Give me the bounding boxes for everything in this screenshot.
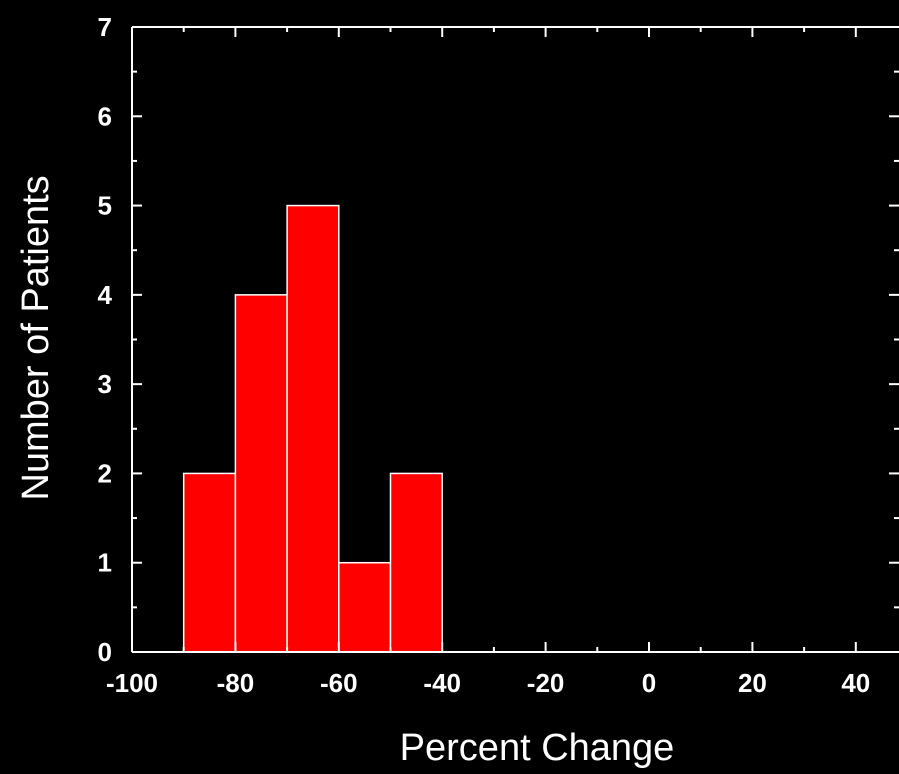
histogram-bar-1 <box>234 294 288 653</box>
histogram-bars <box>182 204 443 653</box>
x-tick-label: -100 <box>106 668 158 698</box>
x-tick-label: -40 <box>423 668 461 698</box>
histogram-bar-4 <box>389 472 443 653</box>
y-tick-label: 6 <box>98 101 112 131</box>
y-tick-labels: 0 1 2 3 4 5 6 7 <box>98 12 113 667</box>
x-tick-label: 20 <box>738 668 767 698</box>
plot-frame <box>131 26 899 653</box>
x-axis-title: Percent Change <box>400 727 675 769</box>
histogram-bar-2 <box>286 204 340 653</box>
x-tick-label: -60 <box>320 668 358 698</box>
y-tick-label: 7 <box>98 12 112 42</box>
x-tick-labels: -100 -80 -60 -40 -20 0 20 40 <box>106 668 870 698</box>
y-tick-label: 3 <box>98 369 112 399</box>
x-tick-label: -20 <box>527 668 565 698</box>
y-tick-label: 2 <box>98 458 112 488</box>
x-tick-label: 40 <box>841 668 870 698</box>
y-axis-title: Number of Patients <box>15 175 57 500</box>
y-tick-label: 1 <box>98 548 112 578</box>
x-tick-label: -80 <box>217 668 255 698</box>
y-tick-label: 0 <box>98 637 112 667</box>
y-tick-label: 5 <box>98 191 112 221</box>
histogram-bar-0 <box>182 472 237 653</box>
x-tick-label: 0 <box>642 668 656 698</box>
histogram-bar-3 <box>338 561 392 653</box>
y-tick-label: 4 <box>98 280 113 310</box>
